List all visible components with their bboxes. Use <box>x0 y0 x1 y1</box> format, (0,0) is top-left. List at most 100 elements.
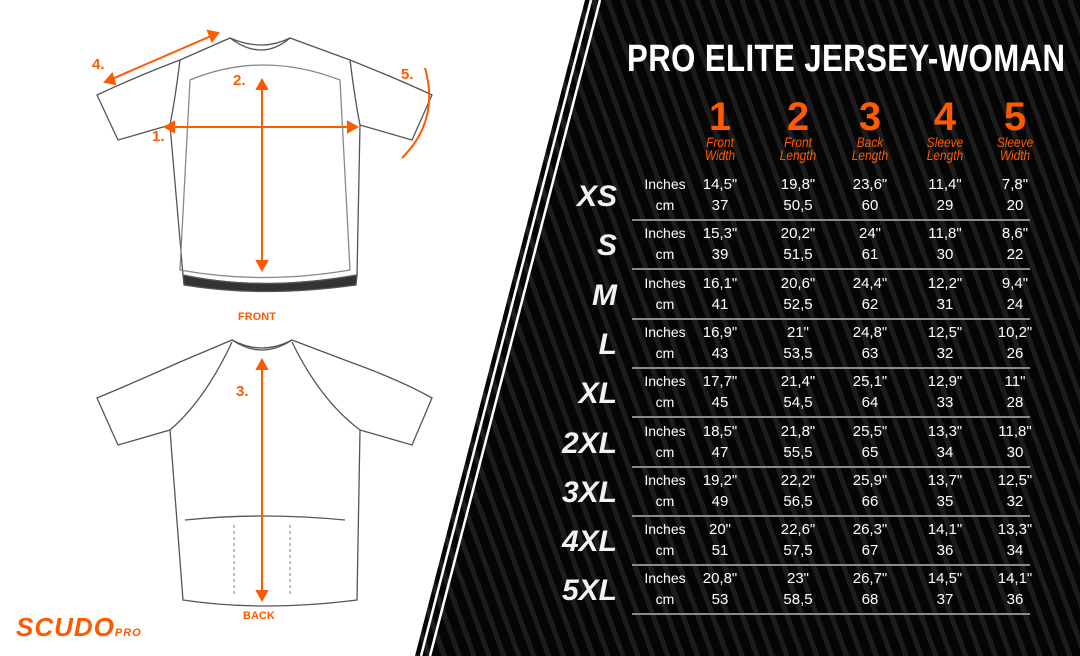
value-inches: 11,8" <box>928 225 962 243</box>
brand-logo: SCUDOPRO <box>16 612 142 643</box>
value-cm: 53 <box>711 591 729 609</box>
row-divider <box>632 317 1030 320</box>
value-inches: 20,2" <box>780 225 816 243</box>
row-divider <box>632 268 1030 271</box>
size-row: S Inches cm 15,3" 39 20,2" 51,5 24" 61 11,8"… <box>555 221 1035 271</box>
value-cm: 20 <box>1006 197 1024 214</box>
value-inches: 17,7" <box>702 373 738 391</box>
value-cm: 55,5 <box>783 443 813 461</box>
column-label: Sleeve Width <box>996 134 1034 163</box>
unit-cm: cm <box>655 542 675 559</box>
size-label: S <box>596 229 617 263</box>
value-inches: 14,5" <box>702 176 738 193</box>
measurement-arrows <box>103 29 431 603</box>
value-inches: 9,4" <box>1001 274 1029 292</box>
value-cm: 49 <box>711 492 729 510</box>
value-cm: 28 <box>1006 394 1024 412</box>
column-header: 3 Back Length <box>835 95 905 163</box>
value-inches: 13,3" <box>997 521 1033 539</box>
value-inches: 16,9" <box>702 323 738 341</box>
row-divider <box>632 219 1030 221</box>
value-cm: 51 <box>711 542 729 560</box>
value-inches: 24" <box>858 225 881 243</box>
column-number: 1 <box>708 95 732 139</box>
value-inches: 22,2" <box>780 471 816 489</box>
value-cm: 26 <box>1006 344 1024 362</box>
value-cm: 61 <box>861 246 879 264</box>
column-label: Front Width <box>704 134 736 163</box>
size-label: M <box>592 278 617 312</box>
value-inches: 24,8" <box>852 323 888 341</box>
column-number: 2 <box>786 95 810 139</box>
row-divider <box>632 514 1030 517</box>
value-inches: 11" <box>1004 373 1026 391</box>
marker-3: 3. <box>236 383 249 400</box>
page-title: PRO ELITE JERSEY-WOMAN <box>627 38 1066 80</box>
column-number: 3 <box>858 95 882 139</box>
unit-cm: cm <box>655 443 675 460</box>
brand-name: SCUDO <box>16 612 115 642</box>
value-cm: 37 <box>936 591 954 609</box>
value-cm: 24 <box>1006 295 1024 313</box>
value-inches: 22,6" <box>780 521 816 539</box>
size-label: XS <box>576 180 617 213</box>
value-cm: 35 <box>936 492 954 510</box>
marker-1: 1. <box>152 128 165 145</box>
value-cm: 57,5 <box>783 542 813 560</box>
brand-sub: PRO <box>114 627 142 639</box>
value-inches: 14,1" <box>927 521 963 539</box>
value-inches: 12,5" <box>997 471 1033 489</box>
value-inches: 21,8" <box>780 422 816 440</box>
value-inches: 11,4" <box>928 176 962 193</box>
unit-inches: Inches <box>644 521 686 538</box>
unit-inches: Inches <box>644 176 686 192</box>
value-inches: 12,9" <box>927 373 963 391</box>
value-cm: 68 <box>861 591 879 609</box>
marker-5: 5. <box>401 66 414 83</box>
unit-cm: cm <box>655 197 675 213</box>
value-inches: 12,5" <box>927 323 963 341</box>
row-divider <box>632 564 1030 567</box>
value-inches: 21,4" <box>780 373 816 391</box>
size-label: L <box>598 327 617 361</box>
value-inches: 12,2" <box>927 274 963 292</box>
size-row: XS Inches cm 14,5" 37 19,8" 50,5 23,6" 60 11… <box>555 172 1035 221</box>
value-cm: 37 <box>711 197 729 214</box>
value-inches: 13,3" <box>927 422 963 440</box>
marker-4: 4. <box>92 56 105 73</box>
value-cm: 54,5 <box>783 394 813 412</box>
value-inches: 25,1" <box>852 373 888 391</box>
row-divider <box>632 366 1030 369</box>
value-inches: 10,2" <box>997 323 1033 341</box>
column-label: Sleeve Length <box>926 134 964 163</box>
size-label: 3XL <box>561 475 617 509</box>
value-inches: 16,1" <box>702 274 738 292</box>
unit-inches: Inches <box>644 570 686 587</box>
value-inches: 13,7" <box>927 471 963 489</box>
value-cm: 36 <box>1006 591 1024 609</box>
value-cm: 58,5 <box>783 591 813 609</box>
value-cm: 64 <box>861 394 879 412</box>
value-cm: 51,5 <box>783 246 813 264</box>
unit-inches: Inches <box>644 225 686 242</box>
value-inches: 26,3" <box>852 521 888 539</box>
value-cm: 56,5 <box>783 492 813 510</box>
value-cm: 36 <box>936 542 954 560</box>
size-label: 4XL <box>561 525 617 559</box>
value-cm: 43 <box>711 344 729 362</box>
value-cm: 65 <box>861 443 879 461</box>
front-label: FRONT <box>238 311 276 323</box>
column-number: 4 <box>933 95 957 139</box>
value-cm: 32 <box>1006 492 1024 510</box>
value-cm: 33 <box>936 394 954 412</box>
unit-cm: cm <box>655 344 675 361</box>
value-cm: 31 <box>936 295 954 313</box>
size-row: 2XL Inches cm 18,5" 47 21,8" 55,5 25,5" 65 1… <box>555 419 1035 468</box>
back-jersey <box>96 339 433 607</box>
value-cm: 50,5 <box>783 197 813 214</box>
value-cm: 45 <box>711 394 729 412</box>
value-inches: 11,8" <box>998 422 1032 440</box>
value-inches: 14,5" <box>927 570 963 588</box>
value-cm: 53,5 <box>783 344 813 362</box>
column-label: Back Length <box>851 134 889 163</box>
